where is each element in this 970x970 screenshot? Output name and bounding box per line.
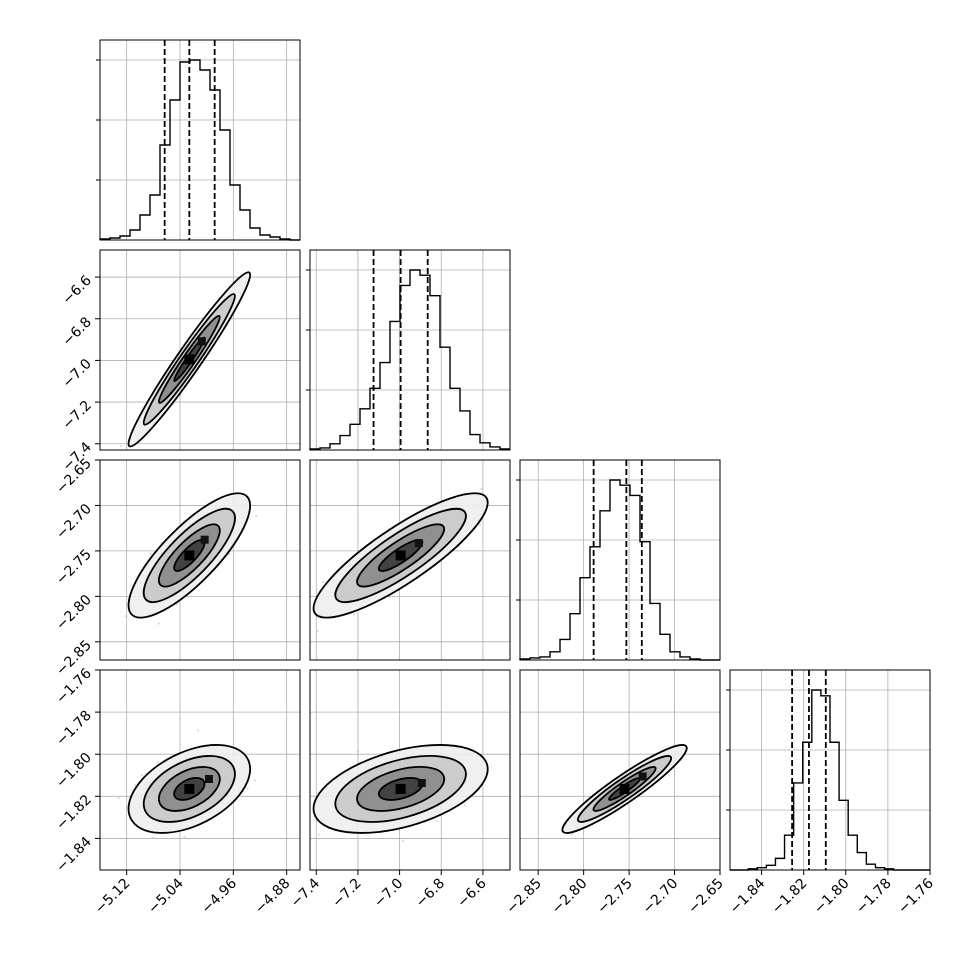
panel-frame [729,669,931,871]
scatter-point [253,779,257,782]
density-cell [414,539,423,548]
scatter-point [119,444,123,448]
scatter-point [117,797,120,800]
scatter-point [156,761,159,764]
scatter-point [151,836,155,839]
scatter-panel-1-3 [309,669,511,871]
panel-frame [99,39,301,241]
density-cell [197,337,206,346]
panel-frame [309,249,511,451]
density-cell [204,774,213,783]
scatter-point [547,477,549,479]
scatter-point [255,514,258,517]
panel-content [561,744,688,836]
histogram-step-1 [309,269,510,450]
scatter-point [317,833,321,836]
scatter-point [667,774,671,777]
scatter-panel-1-2 [305,459,549,661]
scatter-panel-0-2 [99,459,301,661]
density-peak [184,354,195,365]
scatter-point [157,622,160,625]
scatter-point [464,804,467,807]
panel-content [117,729,257,839]
scatter-point [246,787,249,790]
histogram-step-0 [99,59,300,241]
scatter-point [435,819,438,822]
histogram-panel-3 [726,669,931,871]
scatter-point [356,750,359,753]
histogram-panel-2 [516,459,721,661]
scatter-point [134,783,137,786]
scatter-point [183,835,186,838]
scatter-point [402,839,405,842]
panel-frame [99,669,301,871]
panel-frame [309,669,511,871]
scatter-point [197,729,200,732]
histogram-panel-0 [96,39,301,241]
histogram-step-2 [519,479,720,661]
density-peak [184,550,195,561]
scatter-point [105,465,107,467]
scatter-point [140,774,144,777]
scatter-panel-0-1 [99,249,301,467]
density-peak [395,550,406,561]
panel-frame [99,249,301,451]
density-cell [417,778,426,787]
density-cell [200,535,209,544]
scatter-point [353,613,356,616]
scatter-point [305,624,307,626]
scatter-point [479,523,482,527]
panel-content [305,477,549,633]
scatter-point [149,552,153,555]
panel-frame [99,459,301,661]
density-peak [395,783,406,794]
density-peak [184,783,195,794]
panel-content [124,492,258,625]
panel-content [312,744,489,842]
histogram-panel-1 [306,249,511,451]
scatter-panel-2-3 [519,669,721,871]
panel-content [105,271,252,467]
scatter-point [228,553,231,556]
scatter-point [316,630,319,633]
scatter-point [321,580,325,584]
scatter-point [124,615,128,618]
histogram-step-3 [730,689,930,871]
scatter-point [480,487,483,490]
panel-frame [519,459,721,661]
panel-frame [309,459,511,661]
scatter-panel-0-3 [99,669,301,871]
